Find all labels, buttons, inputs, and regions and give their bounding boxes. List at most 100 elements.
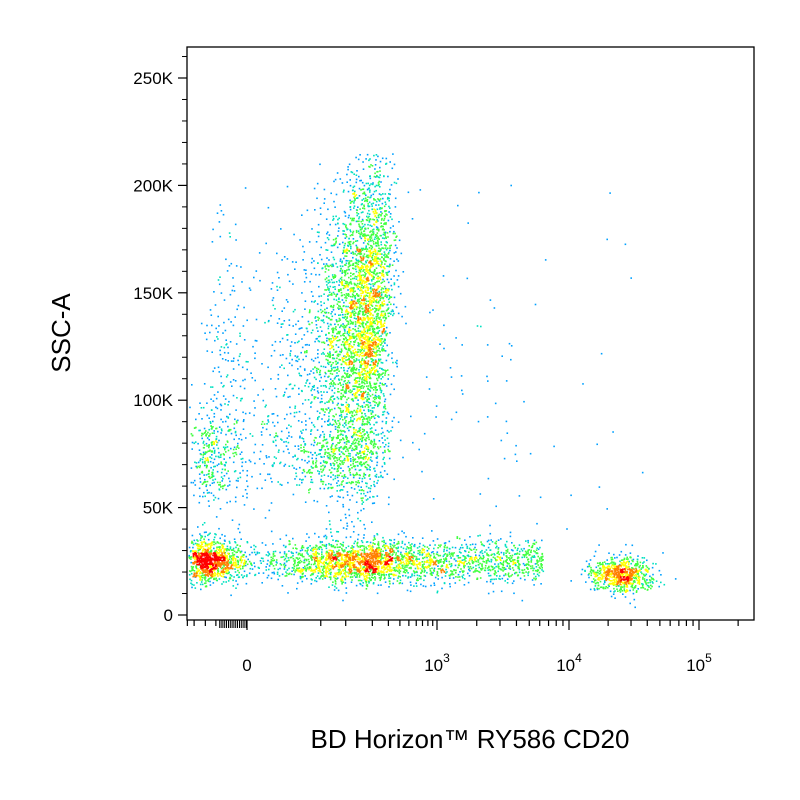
- data-point: [285, 387, 288, 390]
- data-point: [296, 582, 299, 584]
- data-point: [368, 184, 371, 187]
- data-point: [369, 231, 371, 233]
- data-point: [367, 300, 370, 303]
- data-point: [195, 426, 197, 429]
- data-point: [384, 332, 386, 334]
- data-point: [353, 414, 356, 417]
- data-point: [381, 333, 384, 335]
- data-point: [428, 547, 430, 550]
- data-point: [365, 273, 367, 275]
- data-point: [336, 357, 338, 360]
- data-point: [509, 535, 512, 538]
- data-point: [406, 546, 408, 548]
- data-point: [383, 544, 385, 546]
- data-point: [211, 427, 213, 430]
- data-point: [248, 560, 251, 563]
- data-point: [535, 577, 537, 580]
- data-point: [250, 546, 252, 548]
- data-point: [338, 284, 340, 286]
- data-point: [336, 500, 339, 502]
- data-point: [537, 564, 540, 566]
- data-point: [320, 468, 322, 471]
- data-point: [382, 233, 385, 236]
- data-point: [415, 585, 418, 587]
- data-point: [362, 220, 364, 222]
- data-point: [377, 184, 380, 187]
- data-point: [349, 412, 351, 414]
- data-point: [345, 455, 348, 457]
- data-point: [202, 495, 204, 498]
- data-point: [353, 202, 355, 204]
- data-point: [341, 272, 343, 274]
- data-point: [194, 461, 196, 464]
- data-point: [223, 384, 225, 387]
- data-point: [409, 547, 412, 549]
- data-point: [389, 582, 391, 585]
- data-point: [338, 458, 340, 461]
- data-point: [387, 175, 389, 178]
- data-point: [370, 412, 373, 414]
- data-point: [295, 359, 297, 362]
- data-point: [495, 565, 497, 568]
- data-point: [302, 478, 304, 481]
- data-point: [652, 578, 655, 581]
- data-point: [468, 575, 471, 577]
- data-point: [259, 560, 262, 562]
- data-point: [343, 474, 346, 476]
- data-point: [211, 476, 214, 478]
- data-point: [343, 189, 345, 192]
- data-point: [391, 420, 394, 422]
- data-point: [512, 569, 515, 571]
- data-point: [229, 555, 231, 557]
- data-point: [635, 567, 637, 570]
- data-point: [352, 373, 354, 375]
- data-point: [341, 396, 343, 398]
- data-point: [323, 436, 325, 439]
- data-point: [351, 545, 353, 547]
- data-point: [301, 576, 303, 579]
- data-point: [462, 546, 464, 549]
- data-point: [335, 413, 337, 416]
- data-point: [238, 523, 241, 526]
- data-point: [421, 537, 424, 539]
- data-point: [283, 465, 285, 467]
- data-point: [396, 279, 399, 281]
- data-point: [309, 280, 311, 283]
- data-point: [536, 552, 539, 555]
- data-point: [442, 561, 445, 563]
- data-point: [339, 408, 342, 410]
- data-point: [329, 383, 331, 385]
- data-point: [285, 575, 288, 577]
- data-point: [362, 374, 364, 376]
- data-point: [385, 222, 387, 224]
- data-point: [349, 391, 352, 394]
- data-point: [354, 468, 357, 471]
- data-point: [458, 576, 461, 578]
- data-point: [301, 555, 303, 557]
- data-point: [319, 207, 322, 209]
- data-point: [338, 297, 340, 300]
- data-point: [239, 399, 242, 402]
- data-point: [332, 218, 335, 220]
- data-point: [224, 398, 227, 400]
- data-point: [414, 567, 417, 570]
- data-point: [327, 424, 329, 426]
- data-point: [342, 287, 345, 290]
- data-point: [363, 409, 365, 412]
- data-point: [371, 373, 374, 375]
- data-point: [338, 426, 341, 429]
- data-point: [584, 569, 586, 572]
- data-point: [205, 338, 208, 341]
- data-point: [500, 590, 503, 593]
- data-point: [267, 421, 270, 423]
- data-point: [249, 567, 252, 570]
- data-point: [362, 225, 365, 228]
- data-point: [305, 540, 307, 542]
- data-point: [218, 456, 220, 459]
- data-point: [464, 550, 466, 552]
- data-point: [307, 399, 310, 401]
- data-point: [349, 323, 352, 325]
- data-point: [326, 408, 328, 411]
- data-point: [330, 312, 332, 315]
- data-point: [655, 580, 658, 582]
